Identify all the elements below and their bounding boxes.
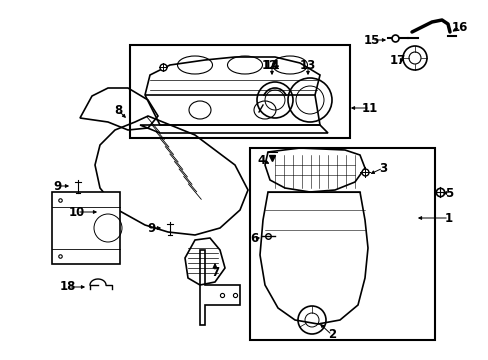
Text: 6: 6 xyxy=(249,231,258,244)
Text: 18: 18 xyxy=(60,280,76,293)
Text: 17: 17 xyxy=(389,54,406,67)
Text: 14: 14 xyxy=(263,59,280,72)
Text: 4: 4 xyxy=(257,153,265,166)
Text: 7: 7 xyxy=(210,266,219,279)
Text: 5: 5 xyxy=(444,186,452,199)
Text: 8: 8 xyxy=(114,104,122,117)
Text: 16: 16 xyxy=(451,21,467,33)
Text: 10: 10 xyxy=(69,206,85,219)
Text: 3: 3 xyxy=(378,162,386,175)
Text: 15: 15 xyxy=(363,33,379,46)
Text: 11: 11 xyxy=(361,102,377,114)
Text: 13: 13 xyxy=(299,59,315,72)
Text: 1: 1 xyxy=(444,212,452,225)
Text: 9: 9 xyxy=(146,221,155,234)
Bar xyxy=(249,148,434,340)
Text: 12: 12 xyxy=(262,59,278,72)
Bar xyxy=(130,45,349,138)
Text: 9: 9 xyxy=(54,180,62,193)
Text: 2: 2 xyxy=(327,328,335,342)
Bar xyxy=(52,192,120,264)
